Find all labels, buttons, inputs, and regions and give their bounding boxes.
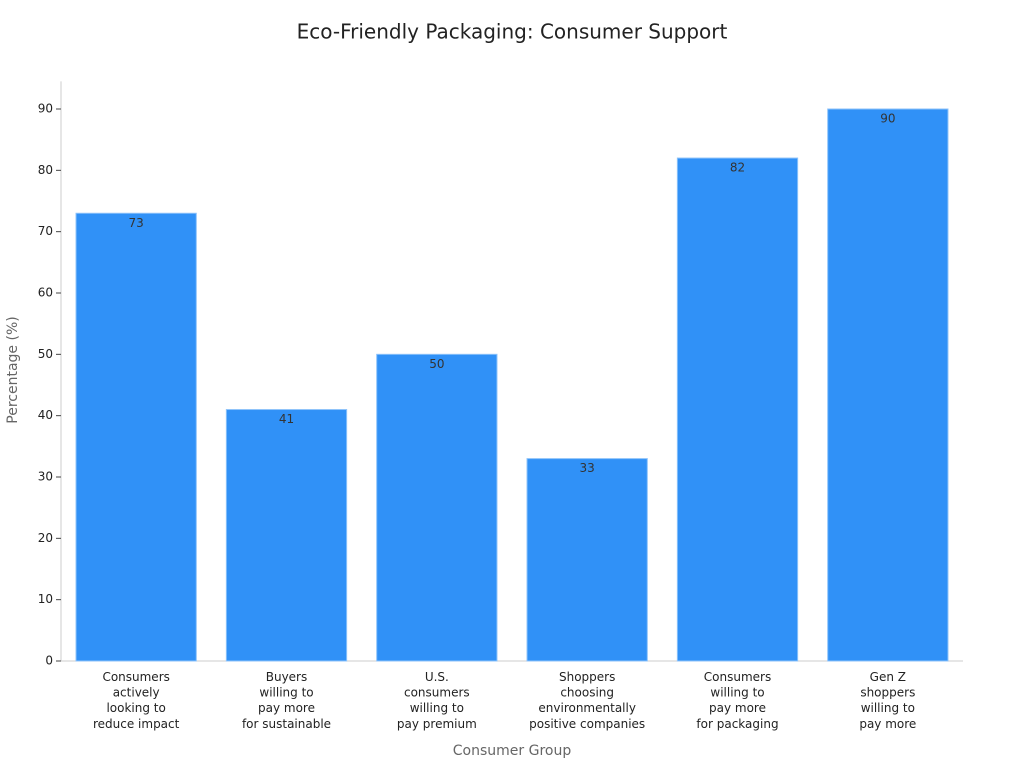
- x-tick-label-line: U.S.: [425, 670, 449, 684]
- x-tick-label-line: environmentally: [538, 701, 636, 715]
- value-label: 41: [279, 412, 294, 426]
- x-tick-label-line: actively: [113, 685, 160, 699]
- x-tick-label: Consumers willing to pay more for packaging: [696, 670, 778, 731]
- y-tick-label: 90: [38, 102, 53, 116]
- x-tick-label-line: Consumers: [102, 670, 169, 684]
- x-tick-label-line: for packaging: [696, 716, 778, 730]
- x-tick-label-line: willing to: [861, 701, 915, 715]
- x-tick-label-line: willing to: [410, 701, 464, 715]
- value-label: 82: [730, 161, 745, 175]
- bar: [526, 458, 648, 662]
- x-tick-label-line: pay more: [859, 716, 916, 730]
- y-tick-label: 50: [38, 347, 53, 361]
- x-tick-label-line: positive companies: [529, 716, 645, 730]
- x-tick-label-line: reduce impact: [93, 716, 180, 730]
- y-tick-label: 0: [45, 654, 53, 668]
- y-tick-label: 40: [38, 408, 53, 422]
- y-tick-label: 80: [38, 163, 53, 177]
- x-tick-label-line: pay premium: [397, 716, 477, 730]
- x-tick-label: U.S. consumers willing to pay premium: [397, 670, 477, 731]
- x-tick-label: Buyers willing to pay more for sustainable: [242, 670, 331, 731]
- x-tick-label-line: Consumers: [704, 670, 771, 684]
- value-label: 73: [129, 216, 144, 230]
- x-axis-title: Consumer Group: [453, 743, 572, 759]
- x-tick-label: Consumers actively looking to reduce impact: [93, 670, 180, 731]
- x-tick-label-line: pay more: [709, 701, 766, 715]
- x-tick-label-line: choosing: [560, 685, 614, 699]
- x-tick-label: Shoppers choosing environmentally positive …: [529, 670, 645, 731]
- x-tick-label-line: consumers: [404, 685, 470, 699]
- y-tick-label: 70: [38, 224, 53, 238]
- x-tick-label-line: pay more: [258, 701, 315, 715]
- x-tick-label-line: willing to: [259, 685, 313, 699]
- value-label: 50: [429, 357, 444, 371]
- bar: [225, 409, 348, 662]
- y-tick-label: 60: [38, 286, 53, 300]
- bar: [376, 353, 498, 662]
- y-axis-title: Percentage (%): [5, 316, 21, 423]
- x-tick-label-line: Gen Z: [870, 670, 906, 684]
- x-tick-label-line: willing to: [710, 685, 764, 699]
- value-label: 33: [580, 461, 595, 475]
- x-tick-label-line: Shoppers: [559, 670, 615, 684]
- bar: [75, 212, 197, 662]
- bar: [827, 108, 949, 662]
- y-tick-label: 30: [38, 470, 53, 484]
- value-label: 90: [880, 112, 895, 126]
- bar: [676, 157, 799, 662]
- x-tick-label-line: shoppers: [860, 685, 915, 699]
- x-tick-label-line: looking to: [106, 701, 165, 715]
- y-tick-label: 10: [38, 592, 53, 606]
- chart-title: Eco-Friendly Packaging: Consumer Support: [297, 20, 728, 44]
- x-tick-label-line: Buyers: [266, 670, 308, 684]
- x-tick-label-line: for sustainable: [242, 716, 331, 730]
- y-tick-label: 20: [38, 531, 53, 545]
